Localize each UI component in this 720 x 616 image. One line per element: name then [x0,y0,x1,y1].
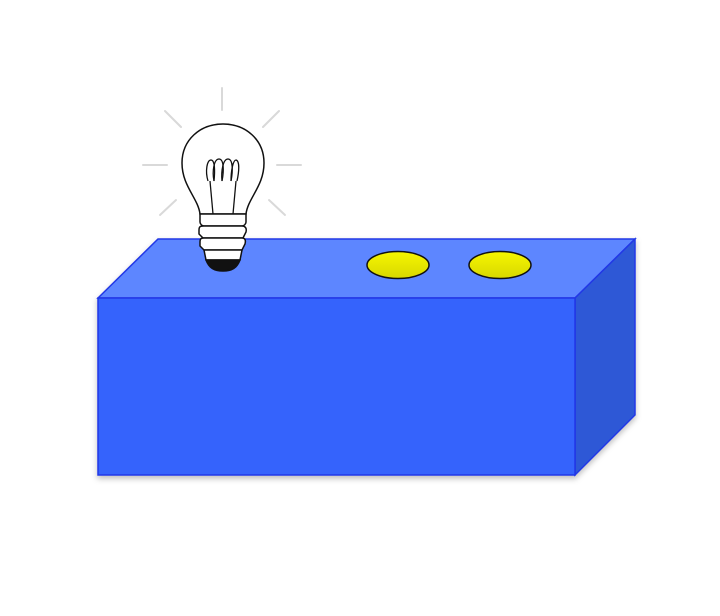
bulb-ray [164,110,182,128]
bulb-rays [142,87,302,216]
light-bulb-icon [181,123,265,272]
blue-box [96,237,637,477]
box-top-face [96,238,637,299]
bulb-ray [262,110,280,128]
bulb-ray [159,199,177,216]
yellow-button-1[interactable] [366,250,430,280]
buttons [366,250,532,280]
bulb-ray [268,199,286,216]
yellow-button-2[interactable] [468,250,532,280]
bulb-base [198,213,247,272]
bulb-filament [205,158,240,215]
box-front-face [97,297,576,476]
